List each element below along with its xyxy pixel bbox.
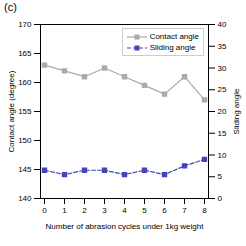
svg-text:8: 8 bbox=[202, 206, 207, 215]
svg-text:160: 160 bbox=[18, 78, 32, 87]
html-text:(c): (c) bbox=[4, 1, 17, 13]
svg-text:10: 10 bbox=[218, 151, 227, 160]
svg-text:2: 2 bbox=[82, 206, 87, 215]
svg-text:35: 35 bbox=[218, 42, 227, 51]
svg-text:25: 25 bbox=[218, 85, 227, 94]
svg-text:Sliding angle: Sliding angle bbox=[232, 88, 241, 134]
svg-text:30: 30 bbox=[218, 64, 227, 73]
svg-text:155: 155 bbox=[18, 107, 32, 116]
svg-text:7: 7 bbox=[182, 206, 187, 215]
svg-text:140: 140 bbox=[18, 194, 32, 203]
svg-text:Number of abrasion cycles unde: Number of abrasion cycles under 1kg weig… bbox=[46, 222, 205, 231]
svg-text:5: 5 bbox=[218, 172, 223, 181]
svg-text:15: 15 bbox=[218, 129, 227, 138]
svg-text:5: 5 bbox=[142, 206, 147, 215]
svg-text:145: 145 bbox=[18, 165, 32, 174]
svg-text:165: 165 bbox=[18, 49, 32, 58]
svg-text:0: 0 bbox=[218, 194, 223, 203]
svg-text:1: 1 bbox=[62, 206, 67, 215]
svg-text:150: 150 bbox=[18, 136, 32, 145]
html-text:Sliding angle: Sliding angle bbox=[149, 43, 196, 52]
html-text:Contact angle: Contact angle bbox=[149, 32, 199, 41]
svg-text:Contact angle (degree): Contact angle (degree) bbox=[7, 70, 16, 152]
svg-text:3: 3 bbox=[102, 206, 107, 215]
svg-text:20: 20 bbox=[218, 107, 227, 116]
svg-text:40: 40 bbox=[218, 20, 227, 29]
svg-text:0: 0 bbox=[42, 206, 47, 215]
svg-text:170: 170 bbox=[18, 20, 32, 29]
svg-text:6: 6 bbox=[162, 206, 167, 215]
svg-text:4: 4 bbox=[122, 206, 127, 215]
